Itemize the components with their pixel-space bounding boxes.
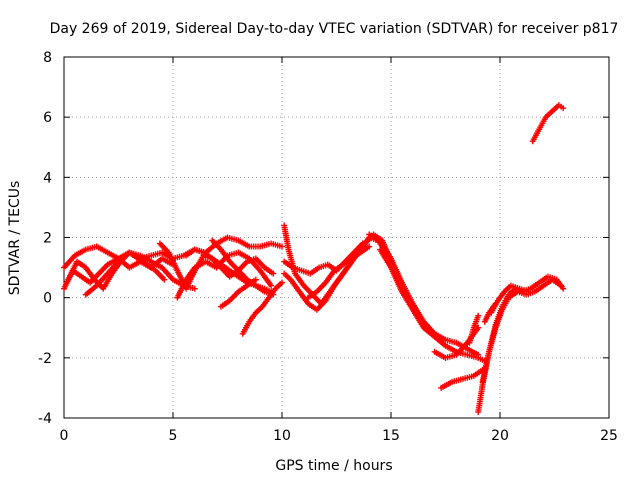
data-point [279,279,285,286]
data-point [492,300,499,307]
data-point [252,276,259,283]
data-series-track-16 [377,246,488,364]
x-tick-label: 15 [382,428,400,444]
y-tick-label: 8 [43,50,52,66]
gridlines [64,57,609,418]
data-point [525,288,532,295]
data-series-track-21 [479,276,565,385]
y-tick-label: 4 [43,170,52,186]
data-series-track-4 [82,249,198,298]
x-tick-label: 20 [491,428,509,444]
y-tick-label: -2 [38,351,52,367]
data-points [61,102,567,415]
data-series-track-19 [466,312,482,346]
data-point [268,282,275,289]
data-point [359,240,366,247]
y-tick-label: -4 [38,411,52,427]
data-point [279,243,285,250]
y-axis-label: SDTVAR / TECUs [7,181,23,296]
data-point [270,270,277,277]
x-tick-label: 0 [60,428,69,444]
data-point [560,285,567,292]
x-tick-label: 5 [169,428,178,444]
data-series-track-5 [156,240,275,295]
data-series-track-10 [217,276,259,310]
x-tick-label: 10 [273,428,291,444]
y-tick-label: 6 [43,110,52,126]
data-point [560,105,567,112]
data-series-track-8 [209,237,277,298]
chart-title: Day 269 of 2019, Sidereal Day-to-day VTE… [50,21,619,37]
data-point [161,276,168,283]
data-series-track-18 [438,366,486,391]
axis-ticks: 0 5 10 15 20 25 -4 -2 0 2 4 6 8 [38,50,618,444]
x-tick-label: 25 [600,428,618,444]
data-point [558,282,565,289]
data-point [475,312,482,319]
y-tick-label: 0 [43,291,52,307]
x-axis-label: GPS time / hours [275,458,392,474]
data-series-track-14 [305,243,373,301]
data-series-track-7 [183,246,277,280]
data-point [191,285,198,292]
data-point [366,243,373,250]
y-tick-label: 2 [43,231,52,247]
data-series-track-23 [481,300,499,325]
data-series-track-24 [529,102,567,145]
data-series-track-9 [239,279,285,337]
plot-frame [63,56,610,419]
